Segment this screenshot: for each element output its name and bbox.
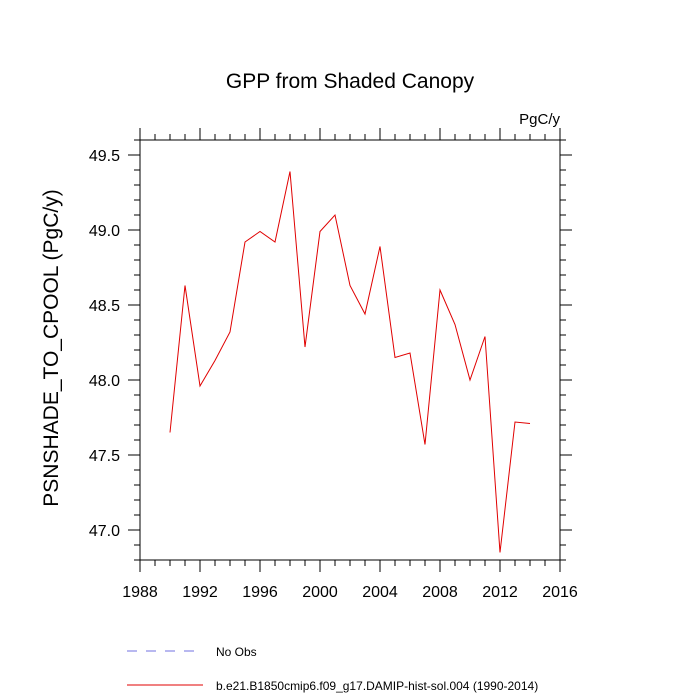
x-tick-label: 1992 [182, 584, 218, 601]
x-tick-label: 2000 [302, 584, 338, 601]
legend-label-no-obs: No Obs [216, 645, 257, 659]
axis-tick-labels: 1988 1992 1996 2000 2004 2008 2012 2016 47.0 47.5… [89, 148, 578, 601]
legend-label-model: b.e21.B1850cmip6.f09_g17.DAMIP-hist-sol.… [216, 679, 538, 693]
y-tick-label: 49.5 [89, 148, 120, 165]
y-tick-label: 48.5 [89, 298, 120, 315]
x-tick-label: 2016 [542, 584, 578, 601]
x-tick-label: 1996 [242, 584, 278, 601]
x-tick-label: 1988 [122, 584, 158, 601]
series-line [169, 171, 531, 553]
y-tick-label: 48.0 [89, 373, 120, 390]
x-tick-label: 2004 [362, 584, 398, 601]
axis-ticks [128, 128, 572, 572]
y-tick-label: 47.0 [89, 523, 120, 540]
legend: No Obs b.e21.B1850cmip6.f09_g17.DAMIP-hi… [127, 645, 538, 693]
x-tick-label: 2012 [482, 584, 518, 601]
y-tick-label: 49.0 [89, 223, 120, 240]
units-label: PgC/y [519, 111, 560, 128]
chart-title: GPP from Shaded Canopy [226, 70, 475, 93]
x-tick-label: 2008 [422, 584, 458, 601]
y-tick-label: 47.5 [89, 448, 120, 465]
series-lines [169, 171, 531, 553]
plot-frame [139, 139, 561, 561]
y-axis-label: PSNSHADE_TO_CPOOL (PgC/y) [40, 189, 63, 506]
